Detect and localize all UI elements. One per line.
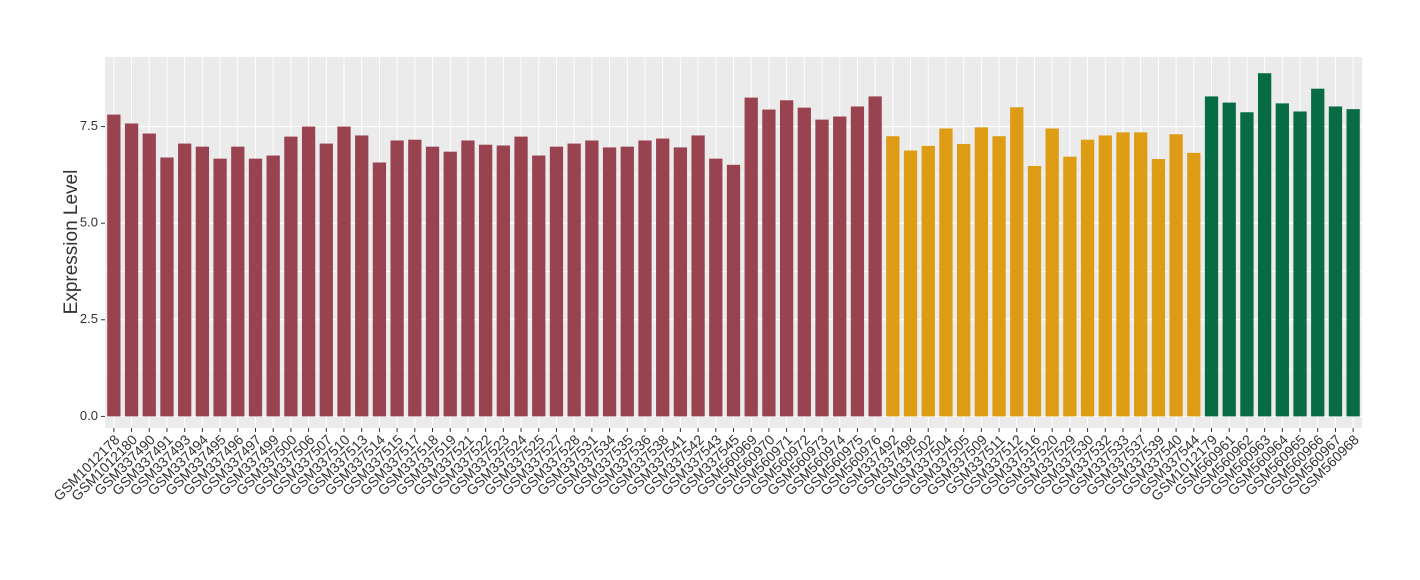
bar [319, 143, 333, 417]
bar [549, 146, 564, 417]
bar [461, 140, 475, 417]
bar [939, 128, 953, 417]
bar [1045, 128, 1059, 417]
bar [1346, 109, 1360, 417]
bar [673, 147, 688, 417]
bar [1240, 112, 1254, 417]
bar [178, 143, 192, 417]
bar [1187, 152, 1201, 417]
bar [248, 158, 263, 417]
bar [160, 157, 174, 417]
bar [797, 107, 811, 417]
bar [1257, 73, 1272, 417]
y-tick-label: 0.0 [80, 408, 98, 423]
y-tick-label: 2.5 [80, 311, 98, 326]
bar [496, 145, 510, 417]
bar [921, 145, 935, 417]
bar [390, 140, 404, 417]
bar [425, 146, 440, 417]
bar [301, 126, 316, 417]
bar [514, 136, 528, 417]
bar [107, 114, 121, 417]
bar [815, 119, 829, 417]
bar [833, 116, 847, 417]
bar [1169, 134, 1183, 417]
bar [1063, 156, 1077, 417]
bar [886, 136, 900, 417]
bar [709, 158, 723, 417]
bar [779, 100, 794, 417]
bar [868, 96, 882, 417]
bar [372, 162, 387, 417]
bar [1311, 88, 1325, 417]
bar [1027, 165, 1042, 417]
bars [107, 73, 1360, 417]
bar [337, 126, 351, 417]
bar [620, 146, 634, 417]
bar [195, 146, 210, 417]
bar [1080, 139, 1095, 417]
bar [1275, 103, 1289, 417]
bar [1222, 102, 1236, 417]
bar [585, 140, 599, 417]
bar [1010, 107, 1024, 417]
bar [479, 144, 493, 417]
bar [726, 164, 741, 417]
bar [1116, 132, 1130, 417]
bar [231, 146, 245, 417]
bar [992, 136, 1006, 417]
bar [124, 123, 139, 417]
bar [408, 139, 422, 417]
y-tick-label: 7.5 [80, 118, 98, 133]
y-axis-label: Expression Level [61, 170, 82, 315]
bar [1204, 96, 1219, 417]
bar [744, 97, 758, 417]
bar [1151, 159, 1166, 417]
y-tick-label: 5.0 [80, 215, 98, 230]
bar [532, 155, 546, 417]
labels: 0.02.55.07.5GSM1012178GSM1012180GSM33749… [50, 118, 1362, 504]
bar [656, 138, 670, 417]
bar [213, 158, 227, 417]
bar [850, 106, 865, 417]
bar [1293, 111, 1307, 417]
bar [443, 151, 457, 417]
bar [1134, 132, 1148, 417]
bar [284, 136, 298, 417]
bar [567, 143, 581, 417]
bar [762, 109, 776, 417]
bar [903, 150, 918, 417]
bar [142, 133, 156, 417]
bar [691, 135, 705, 417]
bar [974, 127, 988, 417]
bar [1098, 135, 1112, 417]
bar [355, 135, 369, 417]
bar [602, 147, 617, 417]
bar [266, 155, 280, 417]
bar [957, 143, 971, 417]
bar [638, 140, 652, 417]
bar [1328, 106, 1343, 417]
